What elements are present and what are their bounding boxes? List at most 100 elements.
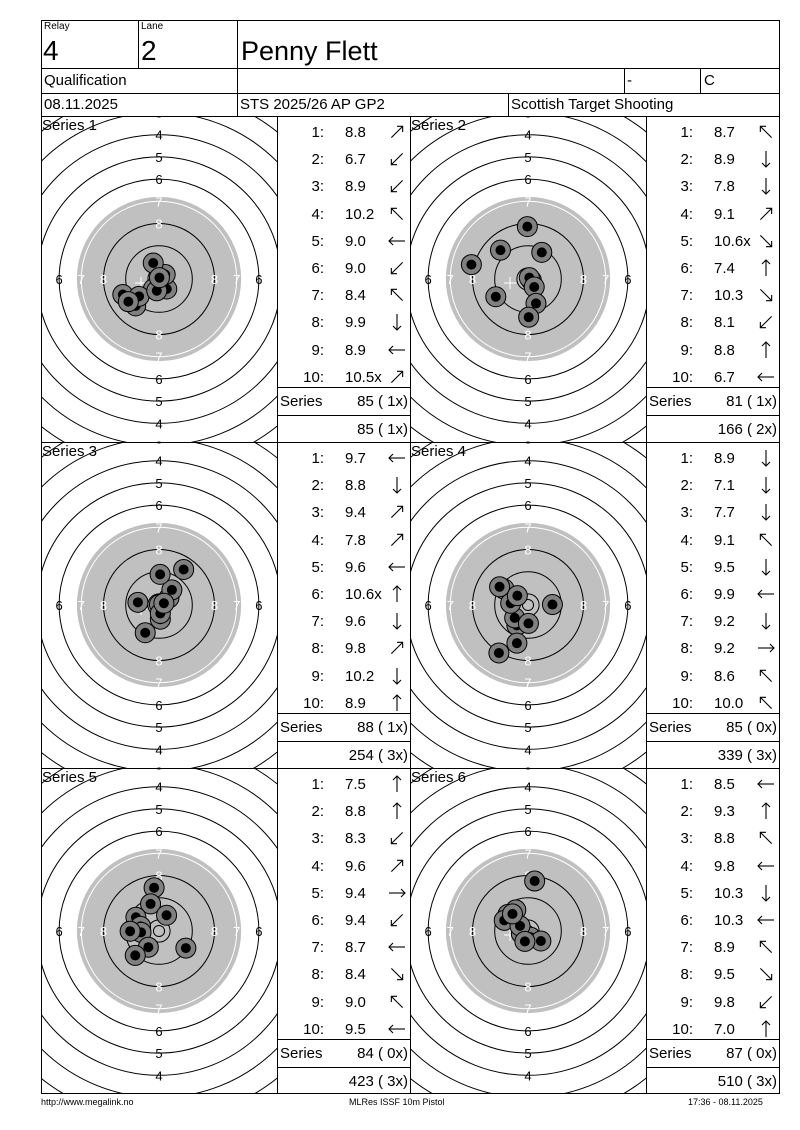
ring-number: 8: [211, 924, 218, 939]
direction-arrow-icon: [392, 802, 402, 820]
series-total-value: 85 ( 1x): [357, 393, 408, 410]
shot-impact-center: [148, 258, 159, 269]
direction-arrow-icon: [761, 450, 771, 467]
ring-number: 5: [155, 394, 162, 409]
header-divider: [138, 20, 139, 68]
ring-number: 8: [155, 328, 162, 343]
shot-number: 10:: [672, 1020, 693, 1038]
ring-number: 7: [524, 1002, 531, 1017]
shot-number: 7:: [311, 939, 324, 957]
shot-number: 9:: [311, 993, 324, 1011]
shot-score: 9.4: [345, 912, 366, 929]
ring-number: 4: [155, 416, 162, 431]
running-total-value: 166 ( 2x): [717, 421, 777, 438]
shot-row: 2: 6.7: [278, 146, 410, 173]
ring-number: 6: [524, 1024, 531, 1039]
ring-number: 7: [447, 272, 454, 287]
shot-row: 3: 8.9: [278, 173, 410, 200]
shot-score: 8.8: [345, 124, 366, 141]
direction-arrow-icon: [759, 968, 773, 981]
shot-number: 2:: [680, 477, 693, 495]
footer-url[interactable]: http://www.megalink.no: [41, 1097, 134, 1107]
shot-row: 1: 9.7: [278, 445, 410, 472]
shot-number: 7:: [311, 613, 324, 631]
shot-score: 8.7: [345, 939, 366, 957]
ring-number: 7: [447, 924, 454, 939]
shot-score: 8.4: [345, 287, 366, 305]
shot-row: 8: 9.8: [278, 635, 410, 662]
shot-row: 4: 9.1: [647, 527, 779, 554]
target-ring: [103, 549, 215, 661]
shot-list: 1: 7.5 2: 8.8 3: 8.3 4: 9.6 5: 9.4 6: 9.4 7: 8.7 8: 8.4…: [277, 768, 411, 1094]
ring-number: 8: [524, 543, 531, 558]
shot-impact-center: [178, 564, 189, 575]
target-face: 333344445555666677778888: [410, 117, 646, 442]
shot-impact-center: [522, 221, 533, 232]
series-total-row: Series 85 ( 1x): [278, 387, 410, 415]
running-total-value: 254 ( 3x): [348, 747, 408, 764]
ring-number: 7: [155, 846, 162, 861]
shot-impact-center: [132, 597, 143, 608]
ring-number: 6: [155, 698, 162, 713]
series-total-label: Series: [649, 719, 692, 736]
shot-row: 6: 10.3: [647, 907, 779, 934]
shot-row: 6: 9.0: [278, 255, 410, 282]
ring-number: 6: [155, 372, 162, 387]
ring-number: 6: [524, 824, 531, 839]
shot-row: 7: 8.7: [278, 934, 410, 961]
target-panel: 333344445555666677778888Series 3: [41, 442, 277, 768]
target-ring: [410, 156, 646, 402]
shot-row: 9: 10.2: [278, 663, 410, 690]
target-ring: [410, 482, 646, 728]
shot-number: 8:: [680, 314, 693, 332]
target-face: 333344445555666677778888: [41, 769, 277, 1094]
shot-score: 9.8: [714, 857, 735, 875]
shot-number: 7:: [680, 613, 693, 631]
running-total-row: 85 ( 1x): [278, 415, 410, 443]
shot-row: 5: 9.5: [647, 554, 779, 581]
shot-row: 2: 7.1: [647, 472, 779, 499]
target-panel: 333344445555666677778888Series 2: [410, 116, 646, 442]
ring-number: 5: [524, 802, 531, 817]
shot-number: 6:: [311, 912, 324, 929]
direction-arrow-icon: [390, 832, 404, 845]
ring-number: 5: [155, 1046, 162, 1061]
ring-number: 3: [155, 117, 162, 121]
direction-arrow-icon: [759, 316, 773, 329]
shot-number: 7:: [311, 287, 324, 305]
shot-number: 2:: [311, 477, 324, 495]
ring-number: 5: [155, 476, 162, 491]
shot-number: 9:: [680, 341, 693, 359]
shot-row: 2: 8.8: [278, 798, 410, 825]
ring-number: 6: [624, 598, 631, 613]
shot-list: 1: 9.7 2: 8.8 3: 9.4 4: 7.8 5: 9.6 6: 10.6x 7: 9.6 8: 9…: [277, 442, 411, 768]
ring-number: 3: [155, 439, 162, 443]
direction-arrow-icon: [392, 477, 402, 494]
ring-number: 7: [78, 272, 85, 287]
inner-ten-ring: [152, 924, 166, 938]
shot-impact-center: [161, 910, 172, 921]
shot-impact-center: [154, 272, 165, 283]
shot-row: 9: 9.0: [278, 989, 410, 1016]
shot-score: 9.4: [345, 884, 366, 902]
shot-number: 5:: [680, 558, 693, 576]
direction-arrow-icon: [761, 178, 771, 196]
shot-score: 9.6: [345, 613, 366, 631]
ring-number: 6: [155, 824, 162, 839]
shot-impact-center: [512, 590, 523, 601]
shot-number: 1:: [680, 450, 693, 467]
series-total-row: Series 84 ( 0x): [278, 1039, 410, 1067]
shot-score: 8.9: [345, 694, 366, 712]
ring-number: 3: [524, 765, 531, 769]
shot-score: 9.5: [714, 966, 735, 984]
direction-arrow-icon: [757, 861, 774, 870]
ring-number: 3: [524, 1091, 531, 1095]
shot-row: 9: 8.6: [647, 663, 779, 690]
ring-number: 7: [155, 194, 162, 209]
footer-program: MLRes ISSF 10m Pistol: [349, 1097, 445, 1107]
ring-number: 5: [524, 720, 531, 735]
shot-row: 3: 7.8: [647, 173, 779, 200]
shot-score: 9.2: [714, 613, 735, 631]
direction-arrow-icon: [392, 667, 402, 685]
direction-arrow-icon: [757, 915, 774, 925]
